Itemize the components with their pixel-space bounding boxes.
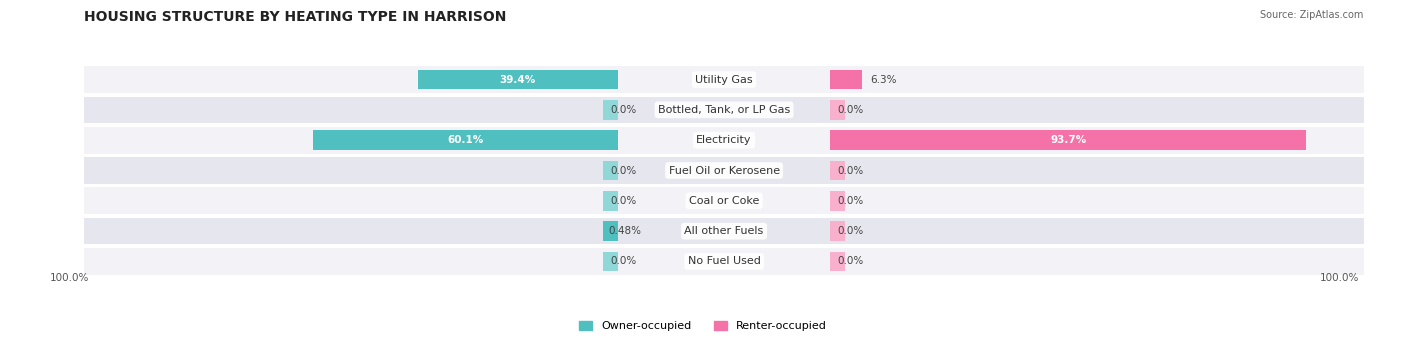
Text: All other Fuels: All other Fuels bbox=[685, 226, 763, 236]
Bar bbox=[830, 130, 1306, 150]
Text: 0.0%: 0.0% bbox=[610, 165, 637, 176]
Text: 100.0%: 100.0% bbox=[51, 273, 90, 283]
Bar bbox=[84, 218, 644, 244]
Bar bbox=[644, 66, 804, 93]
Bar bbox=[804, 127, 1364, 153]
Text: No Fuel Used: No Fuel Used bbox=[688, 256, 761, 266]
Bar bbox=[644, 97, 804, 123]
Bar bbox=[644, 218, 804, 244]
Bar bbox=[418, 70, 619, 89]
Text: 0.0%: 0.0% bbox=[838, 105, 865, 115]
Text: Bottled, Tank, or LP Gas: Bottled, Tank, or LP Gas bbox=[658, 105, 790, 115]
Text: Source: ZipAtlas.com: Source: ZipAtlas.com bbox=[1260, 10, 1364, 20]
Bar bbox=[804, 157, 1364, 184]
Bar bbox=[644, 188, 804, 214]
Legend: Owner-occupied, Renter-occupied: Owner-occupied, Renter-occupied bbox=[575, 316, 831, 336]
Bar bbox=[830, 161, 845, 180]
Bar bbox=[603, 252, 619, 271]
Bar bbox=[84, 188, 644, 214]
Bar bbox=[830, 100, 845, 120]
Bar bbox=[312, 130, 619, 150]
Bar bbox=[84, 248, 644, 275]
Bar bbox=[804, 218, 1364, 244]
Bar bbox=[603, 221, 619, 241]
Text: 60.1%: 60.1% bbox=[447, 135, 484, 145]
Text: 0.0%: 0.0% bbox=[610, 196, 637, 206]
Text: 0.0%: 0.0% bbox=[838, 226, 865, 236]
Text: HOUSING STRUCTURE BY HEATING TYPE IN HARRISON: HOUSING STRUCTURE BY HEATING TYPE IN HAR… bbox=[84, 10, 506, 24]
Text: 39.4%: 39.4% bbox=[499, 75, 536, 85]
Text: 0.0%: 0.0% bbox=[610, 256, 637, 266]
Text: 100.0%: 100.0% bbox=[1319, 273, 1358, 283]
Text: Coal or Coke: Coal or Coke bbox=[689, 196, 759, 206]
Text: 0.0%: 0.0% bbox=[838, 196, 865, 206]
Bar bbox=[644, 157, 804, 184]
Bar bbox=[84, 97, 644, 123]
Text: 93.7%: 93.7% bbox=[1050, 135, 1087, 145]
Bar bbox=[804, 66, 1364, 93]
Bar bbox=[644, 248, 804, 275]
Text: Utility Gas: Utility Gas bbox=[696, 75, 752, 85]
Bar bbox=[644, 127, 804, 153]
Text: Electricity: Electricity bbox=[696, 135, 752, 145]
Bar bbox=[603, 191, 619, 211]
Bar bbox=[84, 66, 644, 93]
Bar bbox=[84, 127, 644, 153]
Bar bbox=[84, 157, 644, 184]
Text: 0.0%: 0.0% bbox=[838, 256, 865, 266]
Text: 6.3%: 6.3% bbox=[870, 75, 897, 85]
Text: 0.48%: 0.48% bbox=[607, 226, 641, 236]
Text: 0.0%: 0.0% bbox=[838, 165, 865, 176]
Bar bbox=[804, 248, 1364, 275]
Bar bbox=[603, 161, 619, 180]
Bar bbox=[830, 70, 862, 89]
Text: 0.0%: 0.0% bbox=[610, 105, 637, 115]
Bar bbox=[830, 221, 845, 241]
Text: Fuel Oil or Kerosene: Fuel Oil or Kerosene bbox=[668, 165, 780, 176]
Bar bbox=[603, 100, 619, 120]
Bar bbox=[830, 252, 845, 271]
Bar bbox=[830, 191, 845, 211]
Bar bbox=[804, 188, 1364, 214]
Bar bbox=[804, 97, 1364, 123]
